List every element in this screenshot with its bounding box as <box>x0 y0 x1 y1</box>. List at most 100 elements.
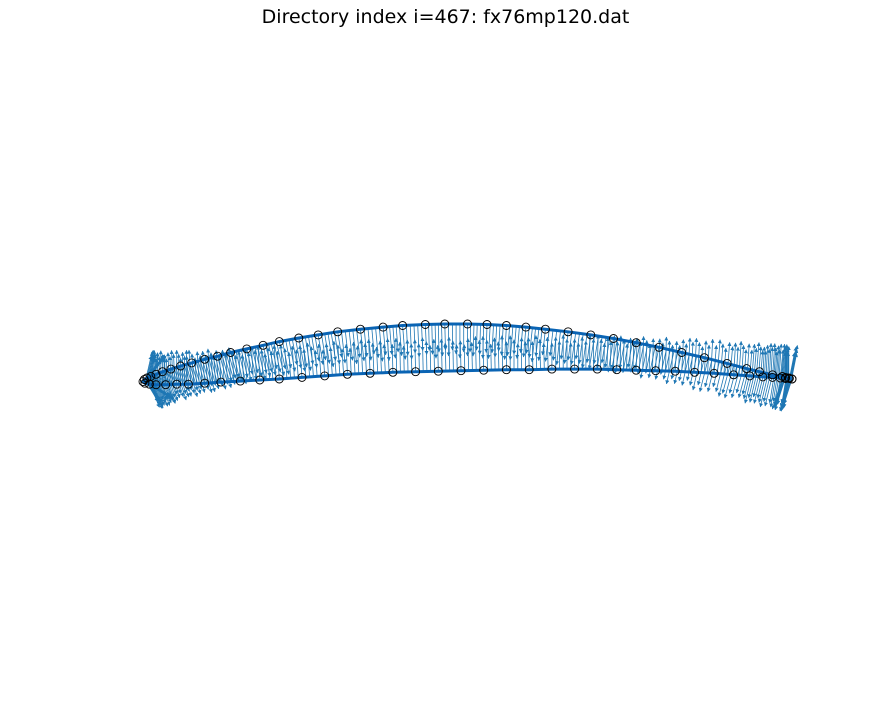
normal-arrow <box>717 363 728 397</box>
normal-arrow <box>602 342 607 370</box>
normal-arrow <box>251 347 260 374</box>
normal-arrow <box>684 343 689 372</box>
normal-arrow <box>657 338 662 371</box>
surface-point <box>670 366 680 376</box>
normal-arrow <box>492 337 497 370</box>
surface-point <box>775 373 785 383</box>
normal-arrow <box>555 330 561 366</box>
surface-point <box>411 367 421 377</box>
normal-arrow <box>774 351 779 378</box>
surface-point <box>592 364 602 374</box>
surface-point <box>482 320 492 329</box>
normal-arrow <box>321 334 328 361</box>
normal-arrow <box>698 358 709 392</box>
normal-arrow <box>600 337 607 364</box>
surface-point <box>524 365 534 375</box>
normal-arrow <box>356 329 362 358</box>
surface-point <box>398 321 408 330</box>
surface-point <box>690 367 700 377</box>
normal-arrow <box>278 344 284 379</box>
normal-arrow <box>370 342 375 374</box>
normal-arrow <box>647 344 652 371</box>
surface-point <box>320 371 330 381</box>
normal-arrow <box>246 352 251 381</box>
normal-arrow <box>545 336 550 370</box>
normal-arrow <box>332 340 337 376</box>
surface-point <box>563 327 573 337</box>
surface-point <box>187 358 197 368</box>
normal-arrow <box>741 369 750 395</box>
surface-point <box>463 319 472 329</box>
surface-point <box>140 378 150 388</box>
normal-arrow <box>257 346 267 380</box>
surface-point <box>274 374 284 384</box>
normal-arrow <box>420 337 425 372</box>
normal-arrow <box>328 347 333 376</box>
normal-arrow <box>612 335 617 370</box>
normal-arrow <box>439 338 444 372</box>
normal-arrow <box>390 343 395 373</box>
surface-point <box>768 370 777 380</box>
surface-point <box>501 321 511 330</box>
normal-arrow <box>496 341 501 370</box>
normal-arrow <box>462 344 467 371</box>
normal-arrow <box>618 335 623 370</box>
surface-point <box>342 369 352 379</box>
normal-arrow <box>777 349 782 378</box>
normal-arrow <box>465 338 470 371</box>
normal-arrow <box>397 341 402 373</box>
normal-arrow <box>424 341 429 372</box>
normal-arrow <box>236 350 241 382</box>
surface-point <box>176 361 186 371</box>
normal-arrow <box>302 348 307 378</box>
normal-arrow <box>665 350 675 385</box>
surface-point <box>274 337 284 347</box>
normal-arrow <box>348 330 355 361</box>
normal-arrow <box>187 349 192 385</box>
normal-arrow <box>298 337 307 372</box>
normal-arrow <box>473 336 478 371</box>
normal-arrow <box>681 339 686 372</box>
surface-point <box>200 378 210 388</box>
surface-point <box>183 379 193 389</box>
normal-arrow <box>324 343 329 376</box>
normal-arrow <box>344 330 350 358</box>
normal-arrow <box>341 331 347 364</box>
normal-arrow <box>680 354 690 386</box>
normal-arrow <box>468 324 473 353</box>
normal-arrow <box>720 343 725 374</box>
normal-arrow <box>431 338 436 372</box>
normal-arrow <box>574 333 580 360</box>
normal-arrow <box>401 345 406 373</box>
normal-arrow <box>412 339 417 372</box>
normal-arrow <box>454 344 459 371</box>
normal-arrow <box>382 344 387 373</box>
surface-point <box>313 330 323 340</box>
surface-point <box>787 374 797 384</box>
surface-point <box>631 365 641 375</box>
surface-point <box>440 319 450 329</box>
surface-point <box>200 354 210 364</box>
normal-arrow <box>360 329 366 362</box>
normal-arrow <box>385 338 390 373</box>
surface-point <box>242 344 252 354</box>
normal-arrow <box>776 376 783 405</box>
normal-arrow <box>484 339 489 371</box>
normal-arrow <box>644 345 652 374</box>
normal-arrow <box>759 373 769 408</box>
normal-arrow <box>212 356 217 383</box>
normal-arrow <box>187 363 199 398</box>
surface-point <box>235 376 245 386</box>
surface-point <box>433 366 443 376</box>
normal-arrow <box>533 335 538 370</box>
normal-arrow <box>605 337 610 370</box>
normal-arrow <box>344 344 349 375</box>
normal-arrow <box>551 330 558 361</box>
normal-arrow <box>340 348 345 375</box>
surface-point <box>709 368 719 378</box>
normal-arrow <box>355 345 360 374</box>
normal-arrow <box>238 350 248 385</box>
normal-arrow <box>778 343 784 378</box>
normal-arrow <box>678 353 686 382</box>
normal-arrow <box>458 340 463 371</box>
